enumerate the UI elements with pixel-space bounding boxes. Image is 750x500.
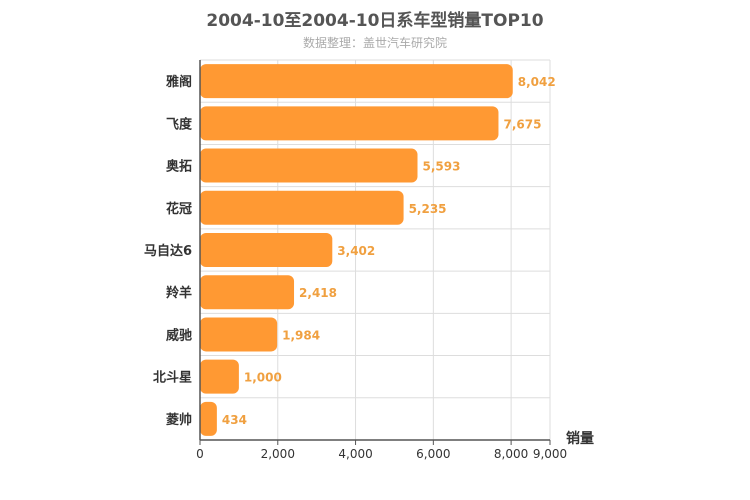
grid [199, 59, 551, 441]
category-label: 奥拓 [166, 159, 192, 175]
data-label: 5,593 [423, 160, 461, 174]
bar [200, 359, 239, 394]
category-label: 雅阁 [166, 74, 192, 90]
category-label: 北斗星 [153, 371, 192, 386]
bar [200, 401, 217, 436]
bar [200, 64, 513, 99]
bar [200, 106, 499, 141]
axes: 0 2,000 4,000 6,000 8,000 9,000 [196, 60, 567, 461]
data-label: 1,984 [282, 328, 320, 342]
bar [200, 148, 418, 183]
data-label: 2,418 [299, 286, 337, 300]
chart-title: 2004-10至2004-10日系车型销量TOP10 [206, 11, 544, 31]
category-label: 羚羊 [166, 285, 192, 301]
x-tick-label: 8,000 [494, 447, 528, 461]
chart-subtitle: 数据整理：盖世汽车研究院 [302, 36, 447, 50]
bar [200, 275, 295, 310]
bar [200, 190, 404, 225]
data-label: 434 [222, 413, 247, 427]
category-label: 威驰 [166, 327, 192, 343]
data-label: 8,042 [518, 75, 556, 89]
category-label: 花冠 [166, 201, 192, 217]
x-tick-label: 2,000 [261, 447, 295, 461]
data-label: 1,000 [244, 371, 282, 385]
data-label: 5,235 [409, 202, 447, 216]
x-tick-label: 4,000 [338, 447, 372, 461]
category-label: 飞度 [166, 116, 193, 132]
category-label: 菱帅 [166, 412, 192, 428]
data-label: 7,675 [503, 117, 541, 131]
category-label: 马自达6 [144, 243, 192, 259]
x-tick-label: 9,000 [533, 447, 567, 461]
labels: 8,042 雅阁 7,675 飞度 5,593 奥拓 5,235 花冠 3,402 马自达6 2,4… [144, 74, 556, 428]
bar [200, 317, 278, 352]
bars [200, 64, 513, 436]
x-tick-label: 6,000 [416, 447, 450, 461]
x-tick-label: 0 [196, 447, 204, 461]
data-label: 3,402 [337, 244, 375, 258]
bar [200, 233, 333, 267]
x-axis-title: 销量 [566, 430, 594, 447]
